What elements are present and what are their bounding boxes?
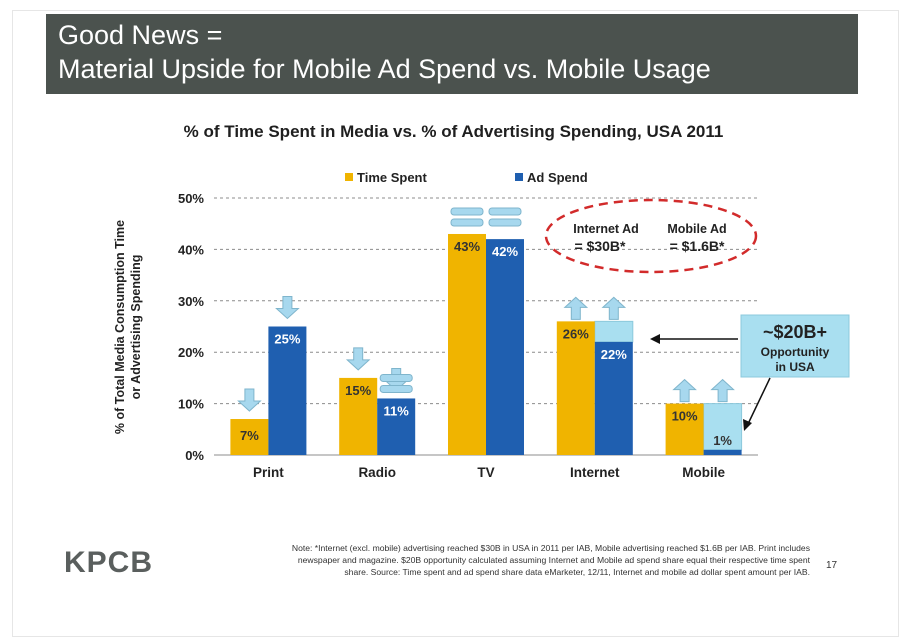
header-line-1: Good News = [58,20,223,50]
chart-title: % of Time Spent in Media vs. % of Advert… [183,122,724,141]
y-axis-label: % of Total Media Consumption Time [113,220,127,434]
y-axis-label: or Advertising Spending [129,255,143,400]
arrow-down-icon [237,388,262,412]
bar-time-spent [556,321,595,455]
annotation-oval [544,198,758,274]
arrow-up-icon [710,378,735,403]
data-label-ad-spend: 22% [601,347,627,362]
y-tick-label: 10% [178,397,204,412]
opportunity-callout [740,314,850,378]
oval-mobile-label: Mobile Ad [667,222,726,236]
data-label-time-spent: 10% [672,409,698,424]
equal-icon [379,384,413,393]
y-tick-label: 20% [178,345,204,360]
legend-label: Ad Spend [527,170,588,185]
arrow-up-icon [563,296,589,320]
bar-ad-spend [703,449,742,455]
oval-internet-label: Internet Ad [573,222,639,236]
bar-ad-spend [268,326,307,455]
data-label-time-spent: 15% [345,383,371,398]
y-tick-label: 40% [178,242,204,257]
slide-header: Good News = Material Upside for Mobile A… [46,14,858,94]
oval-mobile-value: = $1.6B* [670,238,725,254]
data-label-ad-spend: 42% [492,244,518,259]
bar-time-spent [665,403,704,455]
arrowhead-icon [743,419,752,431]
bar-ad-spend [594,341,633,455]
arrow-down-icon [275,296,300,320]
y-tick-label: 50% [178,191,204,206]
kpcb-logo: KPCB [64,546,154,579]
data-label-time-spent: 43% [454,239,480,254]
bar-time-spent [339,377,378,455]
x-tick-label: Internet [570,465,620,480]
y-tick-label: 30% [178,294,204,309]
legend-swatch [345,173,353,181]
oval-internet-value: = $30B* [575,238,627,254]
callout-amount: ~$20B+ [763,322,827,342]
bar-ad-spend [377,398,416,455]
callout-text: Opportunity [761,345,830,359]
equal-icon [379,373,413,382]
footnote-line-2: newspaper and magazine. $20B opportunity… [297,555,810,565]
data-label-ad-spend: 25% [274,332,300,347]
data-label-time-spent: 26% [563,326,589,341]
data-label-ad-spend: 1% [713,433,732,448]
opportunity-gap [594,320,634,343]
arrow-up-icon [601,296,627,320]
callout-text: in USA [775,360,815,374]
arrowhead-icon [650,334,660,344]
arrow-up-icon [672,378,697,403]
bar-time-spent [230,419,269,455]
x-tick-label: Mobile [682,465,725,480]
data-label-time-spent: 7% [240,428,259,443]
legend-swatch [515,173,523,181]
legend-label: Time Spent [357,170,428,185]
footnote-line-3: share. Source: Time spent and ad spend s… [344,567,810,577]
equal-icon [450,207,484,216]
x-tick-label: Radio [358,465,396,480]
footnote-line-1: Note: *Internet (excl. mobile) advertisi… [291,543,810,553]
equal-icon [488,207,522,216]
arrow-down-icon [345,347,371,371]
footnote: Note: *Internet (excl. mobile) advertisi… [170,542,810,578]
bar-ad-spend [486,239,524,455]
y-tick-label: 0% [185,448,204,463]
page-number: 17 [826,560,838,571]
equal-icon [488,218,522,227]
opportunity-gap [703,403,743,451]
callout-arrow-mobile [747,377,771,425]
header-line-2: Material Upside for Mobile Ad Spend vs. … [58,54,711,84]
x-tick-label: Print [253,465,284,480]
equal-icon [450,218,484,227]
data-label-ad-spend: 11% [384,403,410,418]
x-tick-label: TV [477,465,494,480]
bar-time-spent [448,233,486,455]
